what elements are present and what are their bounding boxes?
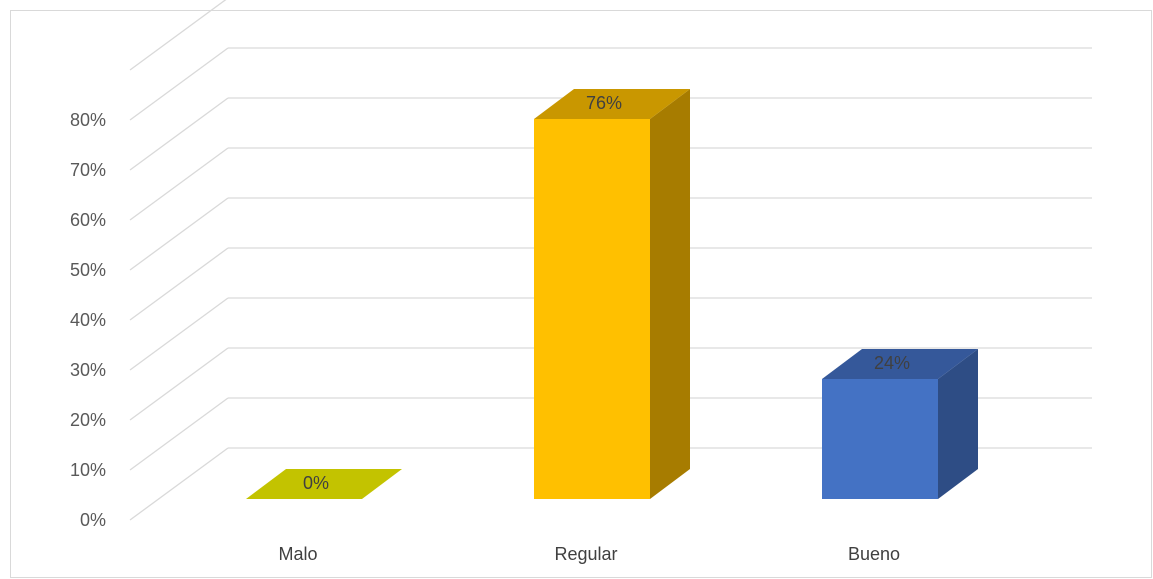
y-tick-label: 20% (70, 410, 106, 430)
side-gridline (129, 197, 229, 271)
data-label: 0% (303, 473, 329, 493)
side-gridline (129, 297, 229, 371)
x-category-label: Regular (554, 544, 617, 564)
bar-bueno-top (822, 349, 978, 379)
y-tick-label: 50% (70, 260, 106, 280)
side-gridline (129, 147, 229, 221)
bar-regular-top (534, 89, 690, 119)
x-category-label: Malo (278, 544, 317, 564)
bar-regular-front (534, 119, 650, 499)
side-gridline (129, 397, 229, 471)
side-gridline (129, 0, 227, 71)
side-gridline (129, 97, 229, 171)
bar-malo-top (246, 469, 402, 499)
bar-bueno-side (938, 349, 978, 499)
data-label: 76% (586, 93, 622, 113)
y-tick-label: 30% (70, 360, 106, 380)
y-tick-label: 10% (70, 460, 106, 480)
side-gridline (129, 347, 229, 421)
data-label: 24% (874, 353, 910, 373)
y-tick-label: 70% (70, 160, 106, 180)
bar-bueno-front (822, 379, 938, 499)
x-category-label: Bueno (848, 544, 900, 564)
side-gridline (129, 247, 229, 321)
bar-regular-side (650, 89, 690, 499)
y-tick-label: 40% (70, 310, 106, 330)
y-tick-label: 80% (70, 110, 106, 130)
y-tick-label: 60% (70, 210, 106, 230)
side-gridline (129, 47, 229, 121)
side-gridline (129, 447, 229, 521)
y-tick-label: 0% (80, 510, 106, 530)
